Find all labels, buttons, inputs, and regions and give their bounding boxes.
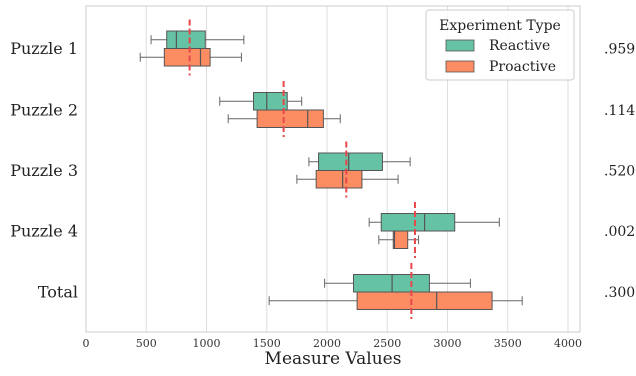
legend-label-reactive: Reactive [489,38,550,54]
box-iqr [315,170,363,189]
right-label: .959 [604,42,635,58]
box-proactive-1 [139,48,242,67]
x-tick-label: 3500 [494,337,522,350]
box-proactive-4 [378,230,420,249]
right-label: .520 [604,164,635,180]
x-axis-title: Measure Values [265,349,402,369]
box-iqr [353,274,430,293]
box-proactive-5 [268,291,523,310]
box-iqr [252,92,288,111]
category-label: Puzzle 4 [10,222,78,241]
box-iqr [163,48,211,67]
x-tick-label: 2500 [373,337,401,350]
box-proactive-3 [296,170,399,189]
box-reactive-1 [150,30,245,49]
box-reactive-3 [308,152,411,171]
legend-label-proactive: Proactive [489,59,556,75]
x-tick-label: 3000 [434,337,462,350]
box-iqr [356,291,493,310]
category-label-layer: Puzzle 1 Puzzle 2 Puzzle 3 Puzzle 4 Total [10,39,78,302]
x-tick-label: 500 [136,337,157,350]
category-label: Puzzle 2 [10,101,78,120]
box-iqr [318,152,383,171]
right-label: .114 [604,103,635,119]
legend-title: Experiment Type [439,18,561,34]
right-label-layer: .959 .114 .520 .002 .300 [604,42,635,302]
right-label: .002 [604,224,635,240]
box-iqr [166,30,206,49]
legend-swatch-reactive [445,39,475,52]
box-layer [139,30,523,310]
plot-frame [85,5,581,333]
category-label: Total [38,283,78,302]
x-tick-label: 2000 [313,337,341,350]
box-reactive-4 [368,213,500,232]
box-proactive-2 [227,109,341,128]
reference-line-layer [188,19,416,319]
x-tick-label: 1500 [253,337,281,350]
legend: Experiment Type Reactive Proactive [425,9,575,81]
box-iqr [380,213,456,232]
x-tick-label: 0 [83,337,90,350]
right-label: .300 [604,285,635,301]
box-iqr [392,230,409,249]
x-tick-label: 1000 [193,337,221,350]
x-tick-layer: 0 500 1000 1500 2000 2500 3000 3500 4000 [83,337,583,350]
box-iqr [256,109,324,128]
x-tick-label: 4000 [554,337,582,350]
legend-swatch-proactive [445,60,475,73]
box-reactive-5 [324,274,471,293]
category-label: Puzzle 1 [10,39,78,58]
box-reactive-2 [219,92,303,111]
category-label: Puzzle 3 [10,161,78,180]
